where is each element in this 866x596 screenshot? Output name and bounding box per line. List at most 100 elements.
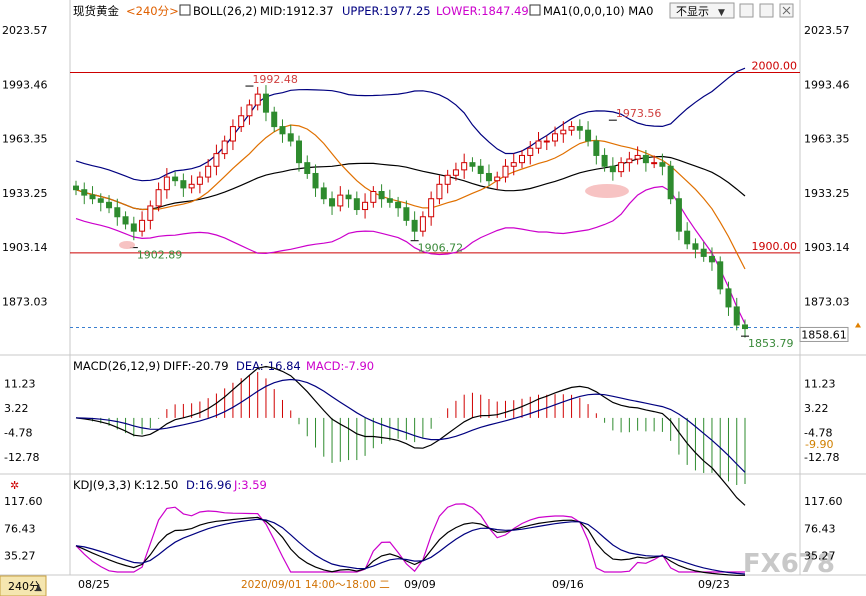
candle-body: [238, 115, 245, 128]
kdj-tick-left: 76.43: [4, 522, 36, 535]
candle-body: [304, 162, 311, 174]
candle-body: [221, 140, 228, 155]
current-price-box: [799, 326, 849, 342]
candle-body: [585, 129, 592, 142]
gear-icon[interactable]: ✲: [10, 479, 19, 492]
candle-body: [510, 162, 517, 167]
candle-body: [411, 219, 418, 232]
candle-body: [733, 306, 740, 326]
macd-tick-right: 11.23: [804, 377, 836, 390]
candle-body: [461, 162, 468, 171]
candle-body: [378, 191, 385, 200]
price-tick-right: 1873.03: [804, 295, 850, 308]
macd-axis: 11.23 11.23 3.22 3.22 -4.78 -4.78 -12.78 -12.78: [4, 377, 839, 464]
candle-body: [634, 154, 641, 160]
kdj-plot: [75, 503, 746, 576]
candle-body: [205, 165, 212, 178]
price-axis: 2023.57 2023.57 1993.46 1993.46 1963.35 1963.…: [2, 24, 850, 308]
candle-body: [312, 172, 319, 189]
macd-plot: [75, 365, 746, 506]
period-label: <240分>: [126, 4, 179, 18]
candle-body: [708, 255, 715, 263]
kdj-tick-left: 35.27: [4, 549, 36, 562]
crosshair-time-label: 2020/09/01 14:00～18:00 二: [241, 579, 390, 591]
candle-body: [576, 126, 583, 131]
macd-title: MACD(26,12,9): [73, 359, 160, 373]
candle-body: [370, 191, 377, 203]
x-label-0916: 09/16: [552, 578, 584, 591]
price-tick-right: 2023.57: [804, 24, 850, 37]
candle-body: [659, 162, 666, 167]
kdj-axis: 117.60 117.60 76.43 76.43 35.27 35.27: [4, 495, 843, 562]
period-button[interactable]: [0, 575, 47, 596]
candle-body: [246, 104, 253, 117]
candle-body: [725, 288, 732, 308]
x-label-0923: 09/23: [698, 578, 730, 591]
kdj-d-line: [75, 518, 746, 575]
candle-body: [535, 140, 542, 149]
candle-body: [717, 261, 724, 290]
candle-body: [700, 248, 707, 257]
price-tick-right: 1933.25: [804, 187, 850, 200]
candle-body: [395, 201, 402, 209]
toggle-button[interactable]: [669, 2, 735, 19]
settings-button[interactable]: [739, 3, 754, 18]
candle-body: [122, 216, 129, 225]
candle-body: [155, 189, 162, 207]
candle-body: [296, 140, 302, 164]
annotation-label: 1992.48: [252, 73, 298, 86]
candle-body: [469, 162, 476, 167]
candle-body: [180, 180, 187, 189]
candle-body: [543, 140, 550, 143]
boll-bands: [75, 67, 746, 325]
candle-body: [609, 165, 616, 173]
candle-body: [667, 165, 674, 200]
candle-body: [684, 230, 691, 245]
candle-body: [89, 194, 96, 200]
candle-body: [527, 147, 534, 156]
candle-body: [675, 198, 682, 232]
candle-body: [601, 154, 608, 167]
candle-body: [593, 140, 600, 156]
ma-icon[interactable]: [529, 4, 541, 16]
candle-body: [139, 219, 146, 232]
macd-tick-right: -4.78: [804, 427, 832, 440]
candle-body: [419, 216, 426, 232]
watermark: FX678: [743, 549, 835, 579]
candle-body: [651, 162, 658, 165]
boll-icon[interactable]: [179, 4, 191, 16]
candle-body: [229, 126, 236, 142]
candle-body: [452, 169, 459, 176]
candle-body: [362, 201, 369, 211]
kdj-tick-right: 76.43: [804, 522, 836, 535]
chevron-down-icon: ▼: [718, 8, 725, 18]
x-label-0909: 09/09: [404, 578, 436, 591]
candle-body: [494, 176, 501, 182]
price-tick-left: 1963.35: [2, 133, 48, 146]
candle-body: [742, 324, 748, 330]
candle-body: [81, 189, 88, 196]
candle-body: [106, 201, 113, 209]
boll-upper: UPPER:1977.25: [342, 4, 431, 18]
candle-body: [568, 126, 575, 131]
annotation-label: 1902.89: [137, 249, 183, 262]
kdj-tick-left: 117.60: [4, 495, 43, 508]
boll-upper-line: [75, 67, 746, 182]
kdj-k-line: [75, 516, 745, 576]
candle-body: [163, 176, 170, 191]
candle-body: [353, 198, 360, 211]
candle-body: [345, 194, 352, 200]
macd-tick-right: 3.22: [804, 402, 829, 415]
price-tick-left: 1993.46: [2, 78, 48, 91]
macd-current-label: -9.90: [805, 438, 833, 451]
expand-button[interactable]: [759, 3, 774, 18]
price-marker-icon: [855, 322, 861, 328]
macd-dea-line: [75, 378, 746, 473]
boll-lower-line: [75, 185, 746, 325]
candle-body: [386, 198, 393, 203]
kdj-title: KDJ(9,3,3): [73, 478, 131, 492]
highlight-ellipse-small: [119, 241, 135, 249]
candle-body: [477, 165, 484, 174]
period-chevron-icon: ▲: [35, 583, 42, 593]
